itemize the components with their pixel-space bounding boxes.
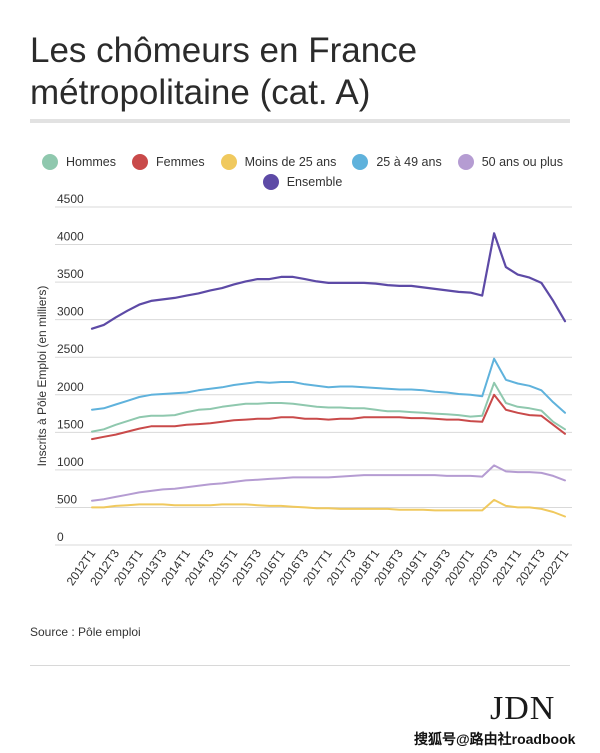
y-tick-label: 3000 bbox=[57, 305, 84, 319]
legend-swatch-50-ans-ou-plus bbox=[457, 154, 474, 170]
legend-item-50-ans-ou-plus: 50 ans ou plus bbox=[457, 154, 564, 170]
legend-label-moins-de-25-ans: Moins de 25 ans bbox=[244, 155, 337, 169]
legend-label-hommes: Hommes bbox=[65, 155, 116, 169]
y-tick-label: 2000 bbox=[57, 380, 84, 394]
series-line-femmes bbox=[91, 393, 566, 441]
footer-divider bbox=[30, 665, 570, 666]
series-line-25-a-49-ans bbox=[91, 357, 566, 414]
y-tick-label: 1000 bbox=[57, 455, 84, 469]
legend-label-25-a-49-ans: 25 à 49 ans bbox=[376, 155, 442, 169]
legend-label-50-ans-ou-plus: 50 ans ou plus bbox=[481, 155, 564, 169]
legend-label-ensemble: Ensemble bbox=[286, 175, 343, 189]
legend-swatch-moins-de-25-ans bbox=[220, 154, 237, 170]
y-tick-label: 4500 bbox=[57, 192, 84, 206]
watermark: 搜狐号@路由社roadbook bbox=[414, 731, 576, 747]
page-title: Les chômeurs en France métropolitaine (c… bbox=[30, 31, 418, 112]
legend-row: Hommes Femmes Moins de 25 ans 25 à 49 an… bbox=[30, 152, 575, 172]
title-divider bbox=[30, 119, 570, 123]
legend-item-ensemble: Ensemble bbox=[262, 174, 343, 190]
y-axis-title: Inscrits à Pôle Emploi (en milliers) bbox=[35, 286, 49, 467]
legend-item-hommes: Hommes bbox=[41, 154, 116, 170]
jdn-logo: JDN bbox=[490, 690, 556, 727]
legend-item-moins-de-25-ans: Moins de 25 ans bbox=[220, 154, 337, 170]
series-line-ensemble bbox=[90, 232, 567, 330]
y-tick-label: 3500 bbox=[57, 267, 84, 281]
legend-item-femmes: Femmes bbox=[132, 154, 205, 170]
legend-swatch-25-a-49-ans bbox=[352, 154, 369, 170]
line-chart: 0 500 1000 1500 2000 2500 3000 3500 4000 4500 Insc… bbox=[35, 192, 572, 588]
chart-legend: Hommes Femmes Moins de 25 ans 25 à 49 an… bbox=[30, 152, 575, 192]
legend-swatch-femmes bbox=[132, 154, 148, 170]
legend-label-femmes: Femmes bbox=[156, 155, 205, 169]
legend-swatch-ensemble bbox=[262, 174, 279, 190]
source-note: Source : Pôle emploi bbox=[30, 625, 141, 639]
series-line-moins-de-25-ans bbox=[91, 498, 566, 518]
legend-swatch-hommes bbox=[41, 154, 58, 170]
y-tick-label: 4000 bbox=[57, 230, 84, 244]
y-tick-label: 1500 bbox=[57, 417, 84, 431]
legend-item-25-a-49-ans: 25 à 49 ans bbox=[352, 154, 442, 170]
series-line-hommes bbox=[91, 381, 566, 433]
y-tick-label: 500 bbox=[57, 492, 77, 506]
series-line-50-ans-ou-plus bbox=[91, 464, 566, 502]
y-tick-label: 0 bbox=[57, 530, 64, 544]
y-tick-label: 2500 bbox=[57, 342, 84, 356]
legend-row: Ensemble bbox=[30, 172, 575, 192]
